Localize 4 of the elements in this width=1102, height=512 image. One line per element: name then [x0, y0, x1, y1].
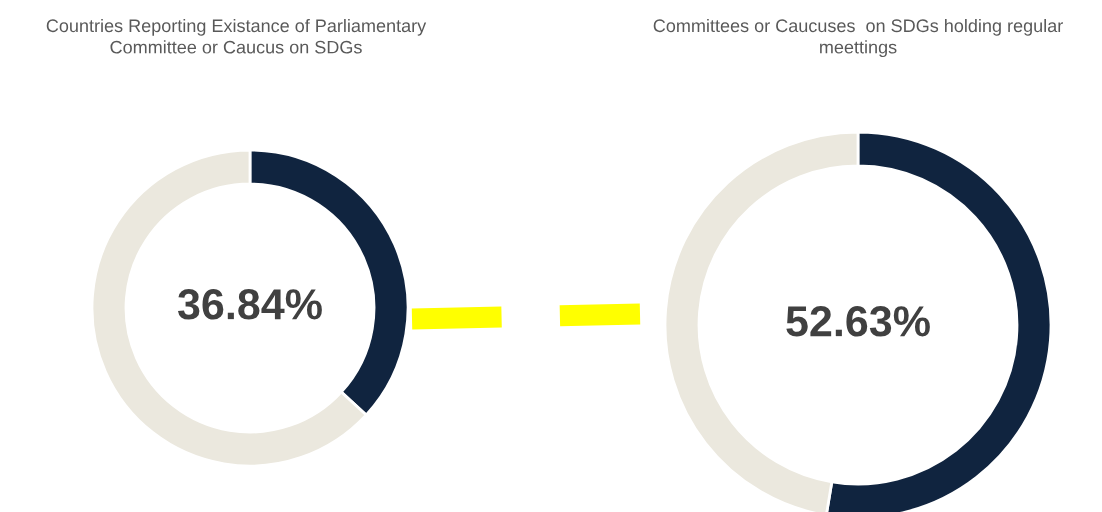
chart-title: Committees or Caucuses on SDGs holding regular meettings	[653, 18, 1063, 58]
text: 52.63%	[786, 306, 930, 337]
chart-title: Countries Reporting Existance of Parliamentary Committee or Caucus on SDGs	[46, 18, 427, 54]
text: 36.84%	[177, 289, 322, 320]
